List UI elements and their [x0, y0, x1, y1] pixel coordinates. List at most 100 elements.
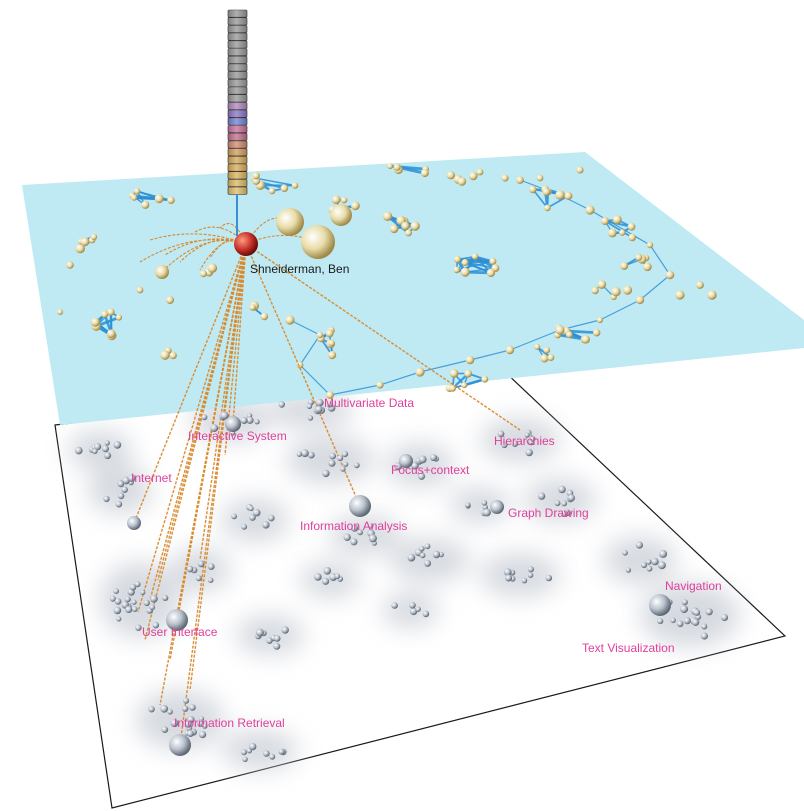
publication-disc[interactable] [227, 148, 248, 157]
document-node[interactable] [424, 543, 431, 550]
document-node[interactable] [691, 618, 700, 626]
coauthor-node[interactable] [555, 325, 565, 335]
coauthor-node[interactable] [547, 354, 555, 361]
topic-node-information-retrieval[interactable] [169, 734, 191, 756]
document-node[interactable] [92, 448, 98, 454]
document-node[interactable] [246, 416, 254, 424]
document-node[interactable] [622, 550, 628, 556]
document-node[interactable] [114, 598, 122, 605]
document-node[interactable] [210, 424, 219, 432]
document-node[interactable] [170, 719, 179, 728]
coauthor-node[interactable] [90, 233, 98, 241]
document-node[interactable] [409, 602, 416, 609]
document-node[interactable] [521, 577, 528, 584]
publication-disc[interactable] [227, 94, 248, 103]
document-node[interactable] [207, 563, 215, 570]
publication-disc[interactable] [227, 55, 248, 64]
topic-node-user-interface[interactable] [166, 609, 188, 631]
document-node[interactable] [134, 581, 141, 588]
document-node[interactable] [117, 492, 125, 500]
document-node[interactable] [160, 704, 169, 713]
coauthor-node[interactable] [420, 169, 429, 178]
coauthor-node[interactable] [612, 215, 622, 225]
document-node[interactable] [524, 432, 530, 438]
document-node[interactable] [184, 720, 192, 728]
publication-disc[interactable] [227, 125, 248, 133]
document-node[interactable] [328, 459, 336, 467]
document-node[interactable] [465, 502, 471, 508]
document-node[interactable] [368, 534, 377, 543]
coauthor-node[interactable] [581, 335, 590, 344]
document-node[interactable] [113, 606, 122, 615]
document-node[interactable] [481, 500, 488, 506]
document-node[interactable] [183, 697, 190, 704]
document-node[interactable] [296, 451, 303, 457]
coauthor-node[interactable] [90, 317, 100, 327]
coauthor-node[interactable] [393, 163, 401, 171]
coauthor-node[interactable] [457, 177, 467, 186]
coauthor-node[interactable] [133, 188, 141, 195]
coauthor-node[interactable] [543, 346, 551, 354]
document-node[interactable] [501, 441, 508, 449]
coauthor-node[interactable] [326, 391, 334, 399]
coauthor-node[interactable] [593, 329, 601, 337]
document-node[interactable] [199, 731, 207, 739]
publication-disc[interactable] [227, 32, 248, 41]
coauthor-node[interactable] [75, 243, 85, 254]
document-node[interactable] [334, 573, 341, 580]
document-node[interactable] [314, 573, 322, 581]
topic-node-internet[interactable] [127, 516, 141, 530]
publication-disc[interactable] [227, 171, 248, 180]
document-node[interactable] [189, 704, 196, 711]
coauthor-node[interactable] [627, 222, 636, 231]
coauthor-node[interactable] [341, 196, 348, 204]
document-node[interactable] [700, 632, 709, 640]
document-node[interactable] [701, 623, 708, 630]
coauthor-node[interactable] [481, 375, 489, 383]
publication-disc[interactable] [227, 186, 248, 195]
document-node[interactable] [167, 709, 173, 715]
document-node[interactable] [132, 606, 138, 612]
coauthor-node[interactable] [389, 224, 399, 234]
publication-disc[interactable] [227, 86, 248, 95]
coauthor-node[interactable] [141, 200, 150, 209]
document-node[interactable] [307, 451, 315, 459]
coauthor-node[interactable] [387, 163, 394, 170]
document-node[interactable] [122, 476, 130, 485]
publication-disc[interactable] [227, 48, 248, 56]
document-node[interactable] [505, 574, 513, 582]
coauthor-node[interactable] [464, 369, 473, 378]
document-node[interactable] [693, 609, 701, 616]
document-node[interactable] [306, 403, 313, 410]
document-node[interactable] [115, 500, 123, 508]
coauthor-node[interactable] [280, 184, 289, 193]
document-node[interactable] [326, 401, 333, 408]
document-node[interactable] [561, 510, 568, 517]
document-node[interactable] [329, 452, 337, 460]
document-node[interactable] [104, 440, 110, 446]
coauthor-node[interactable] [401, 221, 410, 231]
document-node[interactable] [197, 560, 205, 568]
coauthor-node[interactable] [160, 350, 170, 360]
document-node[interactable] [121, 486, 128, 493]
coauthor-node[interactable] [449, 384, 457, 392]
document-node[interactable] [240, 416, 248, 425]
document-node[interactable] [422, 610, 430, 618]
coauthor-node[interactable] [643, 262, 652, 272]
document-node[interactable] [249, 742, 257, 751]
coauthor-node[interactable] [601, 217, 609, 225]
document-node[interactable] [720, 613, 729, 622]
coauthor-node[interactable] [200, 270, 207, 278]
document-node[interactable] [315, 405, 323, 413]
publication-disc[interactable] [227, 17, 248, 26]
coauthor-node[interactable] [596, 316, 604, 324]
document-node[interactable] [527, 572, 534, 578]
document-node[interactable] [241, 523, 248, 530]
document-node[interactable] [558, 485, 566, 494]
author-node[interactable] [234, 232, 258, 256]
coauthor-node[interactable] [316, 331, 324, 339]
document-node[interactable] [129, 584, 137, 591]
document-node[interactable] [278, 748, 285, 755]
coauthor-node[interactable] [268, 187, 276, 195]
document-node[interactable] [102, 445, 109, 453]
